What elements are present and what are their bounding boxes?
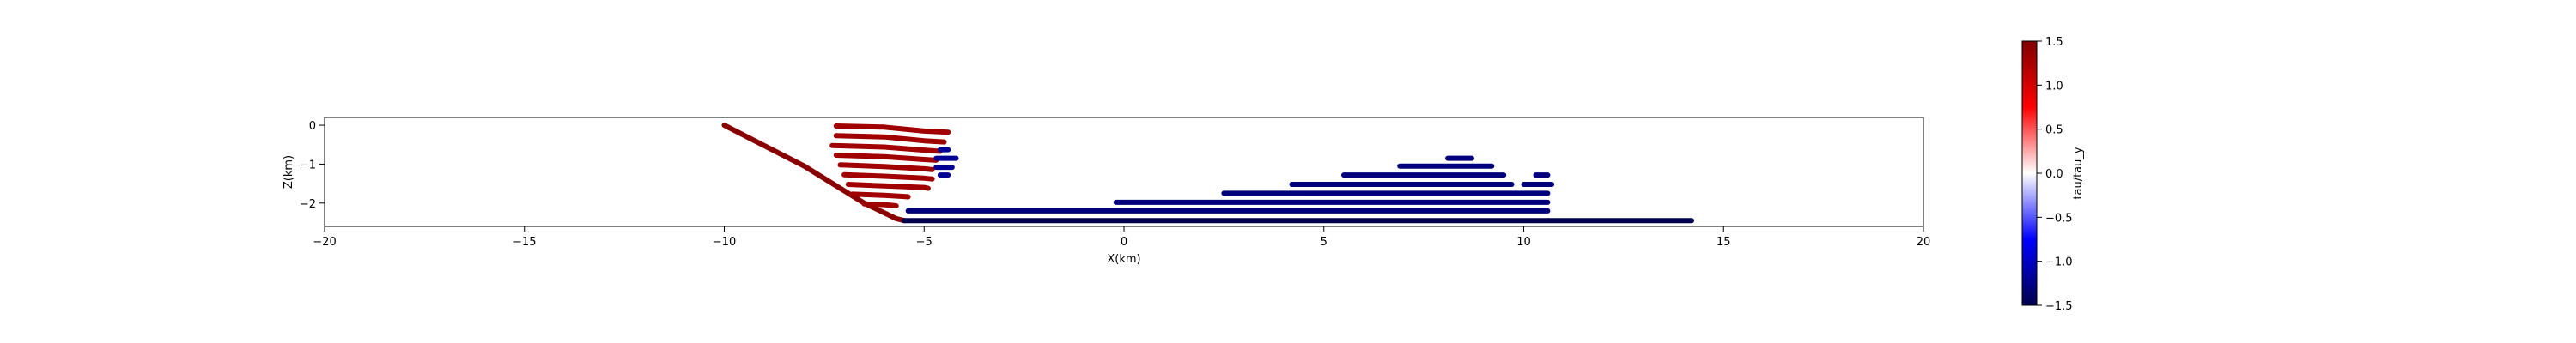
x-tick-label: 10 <box>1516 236 1531 249</box>
y-tick-label: −1 <box>300 159 316 172</box>
colorbar: 1.5 1.0 0.5 0.0 −0.5 −1.0 −1.5 tau/tau_y <box>2021 36 2085 313</box>
colorbar-label: tau/tau_y <box>2072 147 2085 199</box>
data-series-4 <box>829 142 943 154</box>
colorbar-tick-label: 1.0 <box>2045 80 2063 93</box>
colorbar-tick-label: 0.0 <box>2045 168 2063 181</box>
data-series-9 <box>849 191 911 200</box>
data-series-2 <box>833 123 951 135</box>
x-tick-label: 5 <box>1321 236 1327 249</box>
data-series-6 <box>837 162 935 172</box>
data-series-7 <box>841 172 935 182</box>
data-series-10 <box>861 201 899 208</box>
data-series-3 <box>833 133 947 145</box>
colorbar-ticks: 1.5 1.0 0.5 0.0 −0.5 −1.0 −1.5 <box>2037 36 2073 313</box>
y-tick-label: 0 <box>309 120 316 133</box>
x-tick-label: 0 <box>1121 236 1127 249</box>
data-series-8 <box>845 182 931 191</box>
y-axis: 0 −1 −2 <box>300 120 325 211</box>
plot-area: −20 −15 −10 −5 0 5 10 15 20 0 −1 −2 X(km) Z(km) <box>283 117 1930 266</box>
colorbar-tick-label: −0.5 <box>2045 212 2073 225</box>
data-series-5 <box>833 153 939 163</box>
colorbar-tick-label: 1.5 <box>2045 36 2063 49</box>
x-tick-label: −20 <box>313 236 336 249</box>
x-axis: −20 −15 −10 −5 0 5 10 15 20 <box>313 226 1930 249</box>
series-layer <box>721 123 1694 224</box>
x-tick-label: −15 <box>513 236 536 249</box>
x-tick-label: −5 <box>916 236 933 249</box>
y-tick-label: −2 <box>300 198 316 211</box>
colorbar-tick-label: 0.5 <box>2045 124 2063 137</box>
x-tick-label: −10 <box>713 236 736 249</box>
colorbar-tick-label: −1.5 <box>2045 300 2073 313</box>
x-tick-label: 20 <box>1917 236 1931 249</box>
x-axis-label: X(km) <box>1107 253 1140 266</box>
colorbar-tick-label: −1.0 <box>2045 256 2073 269</box>
colorbar-bar <box>2021 40 2038 306</box>
y-axis-label: Z(km) <box>283 155 295 189</box>
x-tick-label: 15 <box>1716 236 1731 249</box>
